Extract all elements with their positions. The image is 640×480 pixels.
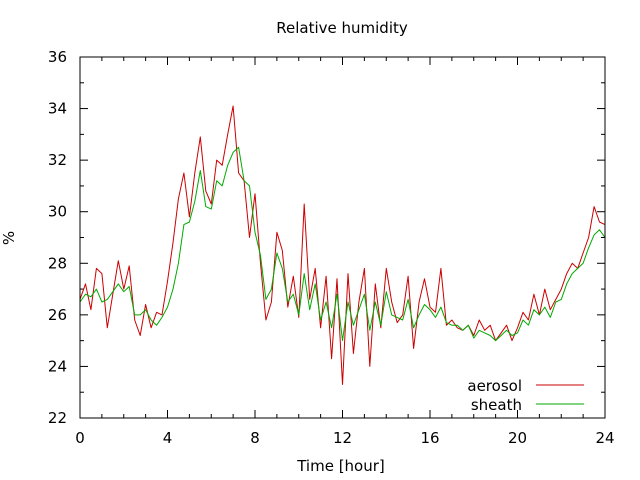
chart-title: Relative humidity: [276, 19, 408, 37]
x-axis-label: Time [hour]: [296, 457, 385, 475]
y-tick-label: 22: [48, 409, 67, 427]
legend-label-sheath: sheath: [471, 396, 522, 414]
y-tick-label: 30: [48, 203, 67, 221]
x-tick-label: 16: [420, 429, 439, 447]
y-tick-label: 32: [48, 151, 67, 169]
x-tick-label: 4: [163, 429, 173, 447]
y-tick-label: 28: [48, 254, 67, 272]
x-tick-label: 12: [333, 429, 352, 447]
legend-label-aerosol: aerosol: [467, 377, 522, 395]
series-line-sheath: [79, 146, 606, 342]
x-tick-label: 24: [595, 429, 614, 447]
plot-frame: [79, 56, 606, 419]
y-tick-label: 26: [48, 306, 67, 324]
y-tick-label: 24: [48, 357, 67, 375]
x-tick-label: 8: [250, 429, 260, 447]
legend: aerosol sheath: [467, 377, 584, 414]
axis-ticks: 22 24 26 28 30 32 34 36 0 4 8 12 16 20 24: [48, 48, 615, 447]
x-tick-label: 20: [508, 429, 527, 447]
x-tick-label: 0: [75, 429, 85, 447]
series-line-aerosol: [79, 105, 606, 385]
series-layer: [79, 105, 606, 385]
y-tick-label: 34: [48, 100, 67, 118]
y-axis-label: %: [0, 231, 18, 245]
y-tick-label: 36: [48, 48, 67, 66]
